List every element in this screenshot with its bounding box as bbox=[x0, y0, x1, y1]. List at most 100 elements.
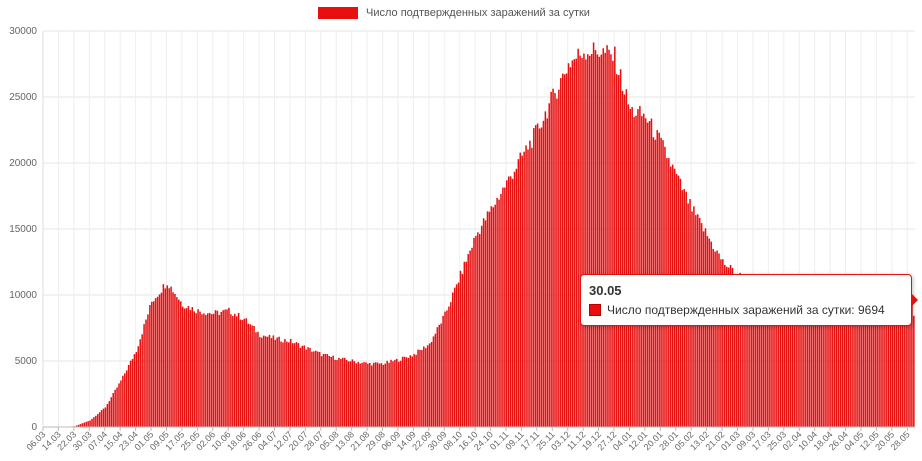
bar bbox=[484, 220, 487, 427]
bar bbox=[785, 300, 788, 427]
bar bbox=[587, 54, 589, 428]
bar bbox=[228, 307, 230, 427]
bar bbox=[633, 117, 635, 428]
bar bbox=[525, 145, 527, 427]
bar bbox=[847, 312, 850, 427]
bar bbox=[131, 358, 134, 427]
bar bbox=[392, 361, 394, 427]
bar bbox=[438, 324, 441, 427]
bar bbox=[886, 311, 888, 427]
bar bbox=[118, 383, 120, 427]
bar bbox=[905, 300, 907, 427]
bar bbox=[125, 370, 128, 427]
bar bbox=[208, 312, 211, 427]
bar bbox=[565, 73, 568, 427]
bar bbox=[820, 310, 822, 427]
bar bbox=[463, 261, 466, 427]
bar bbox=[795, 306, 797, 427]
bar bbox=[174, 293, 176, 427]
bar bbox=[617, 75, 620, 427]
bar bbox=[345, 359, 348, 427]
bar bbox=[434, 333, 437, 427]
bar bbox=[367, 363, 369, 427]
bar bbox=[488, 211, 491, 427]
bar bbox=[239, 319, 242, 427]
bar bbox=[764, 293, 767, 427]
bar bbox=[882, 316, 884, 427]
bar bbox=[741, 276, 743, 427]
bar bbox=[417, 349, 419, 427]
bar bbox=[129, 360, 132, 427]
bar bbox=[461, 273, 464, 427]
bar bbox=[519, 152, 522, 428]
bar bbox=[839, 310, 842, 427]
bar bbox=[830, 308, 832, 427]
bar bbox=[805, 311, 807, 427]
bar bbox=[266, 336, 269, 427]
bar bbox=[440, 323, 442, 427]
bar bbox=[808, 309, 811, 427]
bar bbox=[206, 313, 209, 427]
bar bbox=[727, 267, 730, 427]
bar bbox=[397, 361, 400, 427]
bar bbox=[799, 310, 801, 427]
bar bbox=[388, 362, 390, 427]
bar bbox=[139, 339, 141, 427]
bar bbox=[602, 48, 604, 427]
chart-legend[interactable]: Число подтвержденных заражений за сутки bbox=[318, 7, 590, 19]
bar bbox=[326, 354, 329, 427]
bar bbox=[824, 310, 826, 427]
bar bbox=[608, 49, 610, 428]
bar bbox=[365, 362, 367, 427]
bar bbox=[747, 282, 749, 427]
bar bbox=[737, 276, 740, 427]
bar bbox=[768, 295, 770, 427]
bar bbox=[862, 312, 865, 427]
bar bbox=[841, 315, 844, 427]
bar bbox=[403, 356, 406, 427]
bar bbox=[299, 347, 302, 427]
bar bbox=[289, 338, 292, 427]
bar bbox=[739, 272, 741, 427]
bar bbox=[305, 349, 307, 427]
bar bbox=[183, 308, 186, 427]
bar bbox=[318, 351, 321, 427]
bar bbox=[492, 207, 495, 427]
bar bbox=[502, 187, 504, 427]
bar bbox=[772, 293, 774, 427]
tooltip-value: Число подтвержденных заражений за сутки:… bbox=[607, 303, 885, 317]
bar bbox=[791, 303, 794, 427]
bar bbox=[793, 303, 795, 427]
bar bbox=[822, 311, 824, 427]
bar bbox=[766, 290, 768, 427]
bar bbox=[253, 326, 255, 427]
bar bbox=[114, 389, 116, 427]
bar bbox=[826, 314, 828, 427]
bar bbox=[606, 45, 608, 427]
bar bbox=[247, 323, 250, 427]
bar bbox=[156, 296, 159, 427]
bar bbox=[112, 393, 114, 427]
bar bbox=[143, 324, 145, 427]
bar bbox=[172, 292, 174, 427]
bar bbox=[504, 187, 506, 427]
bar bbox=[760, 285, 763, 427]
bar bbox=[853, 313, 855, 427]
bar bbox=[639, 106, 641, 428]
bar bbox=[469, 250, 471, 427]
bar bbox=[494, 204, 496, 427]
bar bbox=[187, 306, 190, 427]
bar bbox=[621, 90, 624, 428]
bar bbox=[866, 309, 869, 427]
bar bbox=[178, 299, 180, 427]
bar bbox=[477, 232, 479, 427]
bar bbox=[509, 176, 512, 427]
bar bbox=[507, 176, 510, 427]
bar bbox=[538, 128, 541, 428]
bar bbox=[556, 98, 558, 427]
bar bbox=[770, 296, 772, 427]
bar bbox=[467, 254, 469, 427]
bar bbox=[801, 310, 803, 427]
bar bbox=[423, 346, 425, 427]
bar bbox=[355, 363, 358, 427]
